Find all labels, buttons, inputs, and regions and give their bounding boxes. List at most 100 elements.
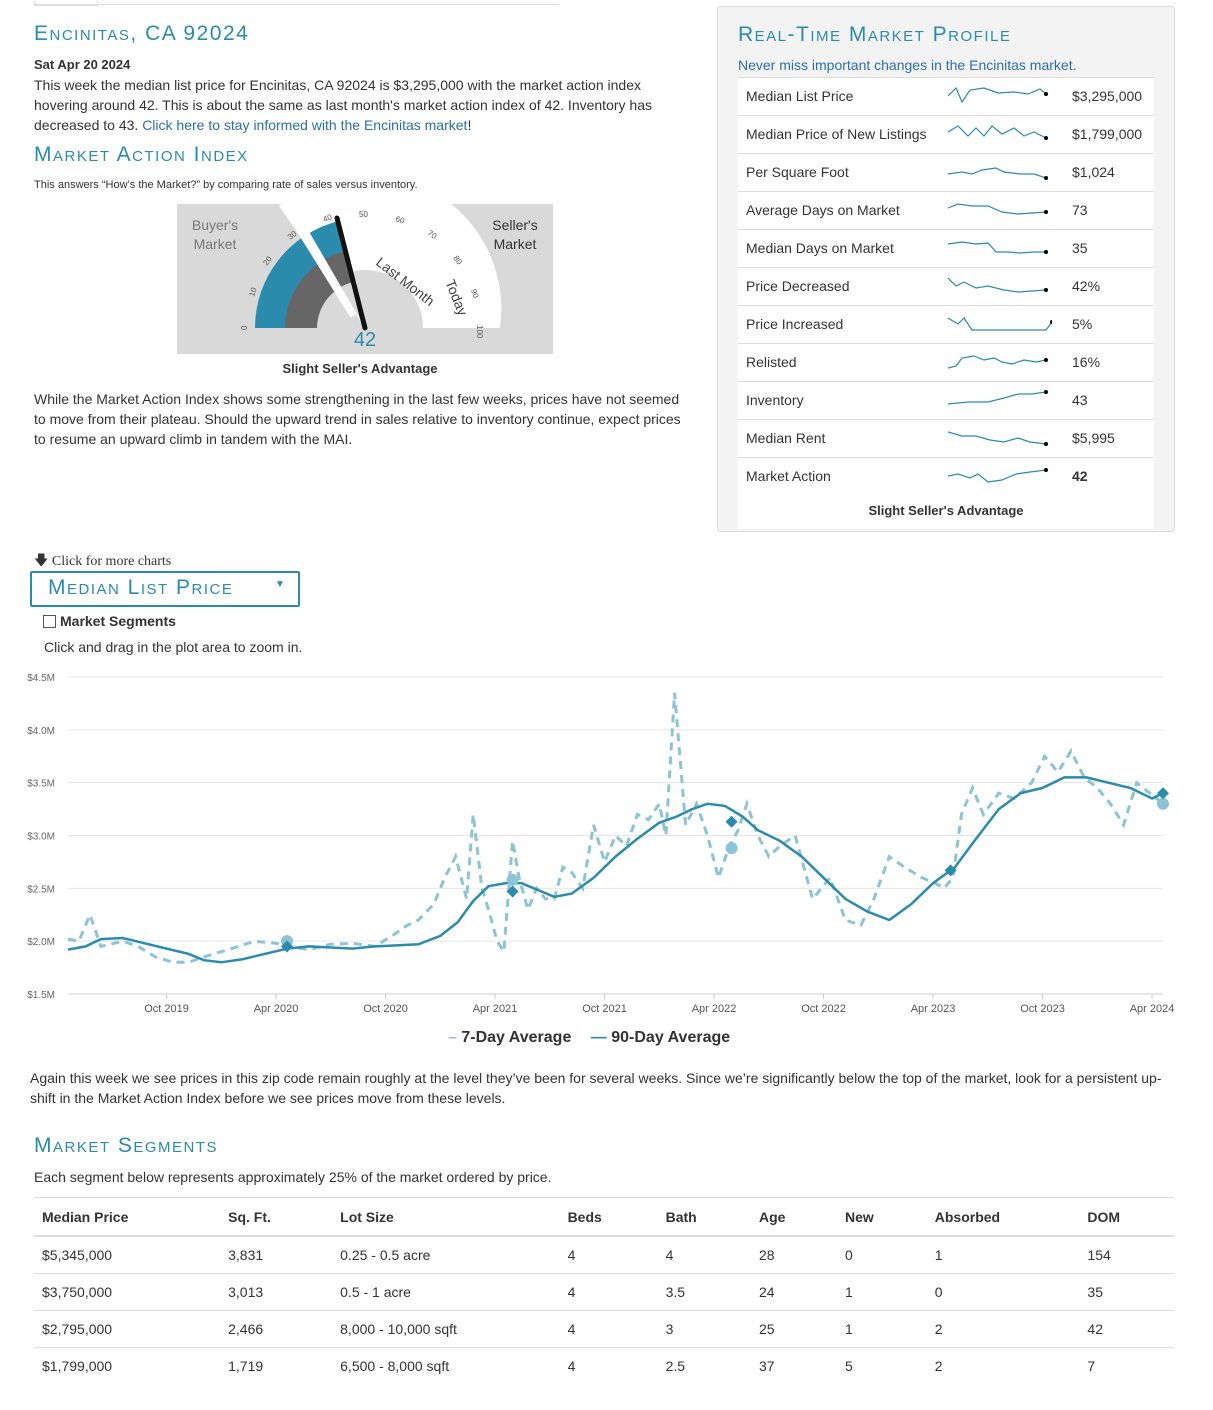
table-cell: 4 xyxy=(657,1236,752,1274)
active-tab[interactable] xyxy=(34,1,98,6)
segments-title: Market Segments xyxy=(34,1134,219,1157)
series-90day-line xyxy=(67,776,1164,964)
table-cell: 0 xyxy=(926,1273,1080,1311)
profile-advantage: Slight Seller's Advantage xyxy=(868,503,1024,518)
segments-subtitle: Each segment below represents approximat… xyxy=(34,1169,552,1185)
table-cell: $2,795,000 xyxy=(34,1310,221,1348)
gauge-tick: 90 xyxy=(469,288,480,300)
table-cell: 2 xyxy=(934,1358,943,1374)
profile-row[interactable]: Median Rent $5,995 xyxy=(738,419,1154,457)
profile-row-label: Median Price of New Listings xyxy=(746,126,927,142)
column-header: Age xyxy=(751,1197,838,1237)
table-row: $2,795,000 2,466 8,000 - 10,000 sqft 4 3 25 1 2… xyxy=(34,1310,1174,1348)
sparkline xyxy=(948,390,1048,405)
profile-row-value: 5% xyxy=(1072,316,1093,332)
gauge-tick: 0 xyxy=(240,325,249,330)
profile-row[interactable]: Median List Price $3,295,000 xyxy=(738,77,1154,115)
profile-row[interactable]: Average Days on Market 73 xyxy=(738,191,1154,229)
column-header: DOM xyxy=(1079,1197,1174,1237)
gauge-tick: 40 xyxy=(322,212,334,223)
table-cell: 28 xyxy=(751,1236,838,1274)
table-cell: 6,500 - 8,000 sqft xyxy=(340,1358,450,1374)
profile-row-label: Median List Price xyxy=(746,88,854,104)
y-tick-label: $1.5M xyxy=(27,990,55,1001)
mai-status: Slight Seller's Advantage xyxy=(282,361,438,376)
sparkline xyxy=(948,203,1048,215)
table-cell: 4 xyxy=(559,1310,658,1348)
chart-commentary: Again this week we see prices in this zi… xyxy=(30,1070,1162,1106)
intro-end: ! xyxy=(467,117,472,133)
table-cell: 2,466 xyxy=(220,1310,333,1348)
marker-90day xyxy=(725,815,738,828)
profile-row-value: 42 xyxy=(1072,468,1088,484)
y-tick-label: $4.5M xyxy=(27,673,55,684)
profile-row-label: Median Days on Market xyxy=(746,240,894,256)
profile-row-value: 42% xyxy=(1072,278,1101,294)
gauge-needle xyxy=(334,215,368,331)
x-tick-label: Oct 2020 xyxy=(363,1003,408,1015)
profile-row-value: 73 xyxy=(1072,202,1088,218)
legend-90day[interactable]: — 90-Day Average xyxy=(591,1029,730,1046)
profile-row-label: Relisted xyxy=(746,354,797,370)
profile-table: Median List Price $3,295,000 Median Price … xyxy=(738,77,1154,529)
table-cell: 4 xyxy=(559,1273,658,1311)
table-cell: 37 xyxy=(759,1358,775,1374)
table-cell: 35 xyxy=(1079,1273,1174,1311)
profile-title: Real-Time Market Profile xyxy=(738,23,1012,46)
median-price-chart[interactable]: $1.5M $2.0M $2.5M $3.0M $3.5M $4.0M $4.5M Oct 2… xyxy=(0,665,1213,1025)
profile-row[interactable]: Relisted 16% xyxy=(738,343,1154,381)
market-segments-toggle[interactable]: Market Segments xyxy=(43,613,176,629)
profile-row-value: 43 xyxy=(1072,392,1088,408)
chart-legend: – 7-Day Average — 90-Day Average xyxy=(448,1029,730,1047)
table-cell: 5 xyxy=(845,1358,853,1374)
table-cell: 0.5 - 1 acre xyxy=(332,1273,560,1311)
zoom-hint: Click and drag in the plot area to zoom … xyxy=(44,639,303,655)
profile-subtitle-link[interactable]: Never miss important changes in the Enci… xyxy=(738,57,1077,73)
gauge-tick: 100 xyxy=(475,325,484,339)
table-cell: 8,000 - 10,000 sqft xyxy=(332,1310,560,1348)
table-cell: 154 xyxy=(1079,1236,1174,1274)
table-cell: 3 xyxy=(657,1310,752,1348)
gauge-tick: 50 xyxy=(359,210,368,219)
chart-selector-dropdown[interactable]: Median List Price ▼ xyxy=(30,571,300,607)
profile-row-value: $1,799,000 xyxy=(1072,126,1143,142)
sparkline xyxy=(948,167,1048,180)
y-tick-label: $4.0M xyxy=(27,726,55,737)
profile-row-value: $1,024 xyxy=(1072,164,1115,180)
more-charts-link[interactable]: 🡇 Click for more charts xyxy=(34,550,171,574)
y-tick-label: $3.0M xyxy=(27,832,55,843)
mai-gauge: 0 10 20 30 40 50 60 70 80 90 100 Last Mo… xyxy=(177,173,553,386)
sparkline xyxy=(948,277,1048,293)
column-header: Lot Size xyxy=(332,1197,560,1237)
market-segments-checkbox[interactable] xyxy=(43,615,56,628)
gauge-today-arc xyxy=(254,221,347,328)
profile-row-label: Price Increased xyxy=(746,316,844,332)
segments-table: Median Price Sq. Ft. Lot Size Beds Bath Age Ne… xyxy=(34,1197,1174,1384)
profile-row[interactable]: Median Days on Market 35 xyxy=(738,229,1154,267)
marker-90day xyxy=(506,885,519,898)
table-cell: 4 xyxy=(559,1236,658,1274)
profile-row[interactable]: Inventory 43 xyxy=(738,381,1154,419)
profile-row[interactable]: Price Increased 5% xyxy=(738,305,1154,343)
series-7day-line xyxy=(67,692,1164,964)
profile-row[interactable]: Price Decreased 42% xyxy=(738,267,1154,305)
intro-paragraph: This week the median list price for Enci… xyxy=(34,75,674,135)
profile-row-label: Market Action xyxy=(746,468,831,484)
column-header: Bath xyxy=(657,1197,752,1237)
stay-informed-link[interactable]: Click here to stay informed with the Enc… xyxy=(142,117,468,133)
chart-selector-label: Median List Price xyxy=(48,576,234,599)
profile-row[interactable]: Market Action 42 xyxy=(738,457,1154,495)
x-tick-label: Oct 2023 xyxy=(1020,1003,1065,1015)
profile-row[interactable]: Per Square Foot $1,024 xyxy=(738,153,1154,191)
profile-row[interactable]: Median Price of New Listings $1,799,000 xyxy=(738,115,1154,153)
sparkline xyxy=(948,241,1048,254)
legend-7day[interactable]: – 7-Day Average xyxy=(448,1029,571,1046)
column-header: Sq. Ft. xyxy=(220,1197,333,1237)
gauge-tick: 10 xyxy=(247,286,258,298)
marker-90day xyxy=(1157,787,1169,800)
table-cell: 25 xyxy=(751,1310,838,1348)
x-tick-label: Apr 2022 xyxy=(692,1003,737,1015)
table-cell: 3,831 xyxy=(220,1236,333,1274)
table-cell: $3,750,000 xyxy=(34,1273,221,1311)
table-cell: 1 xyxy=(837,1310,927,1348)
